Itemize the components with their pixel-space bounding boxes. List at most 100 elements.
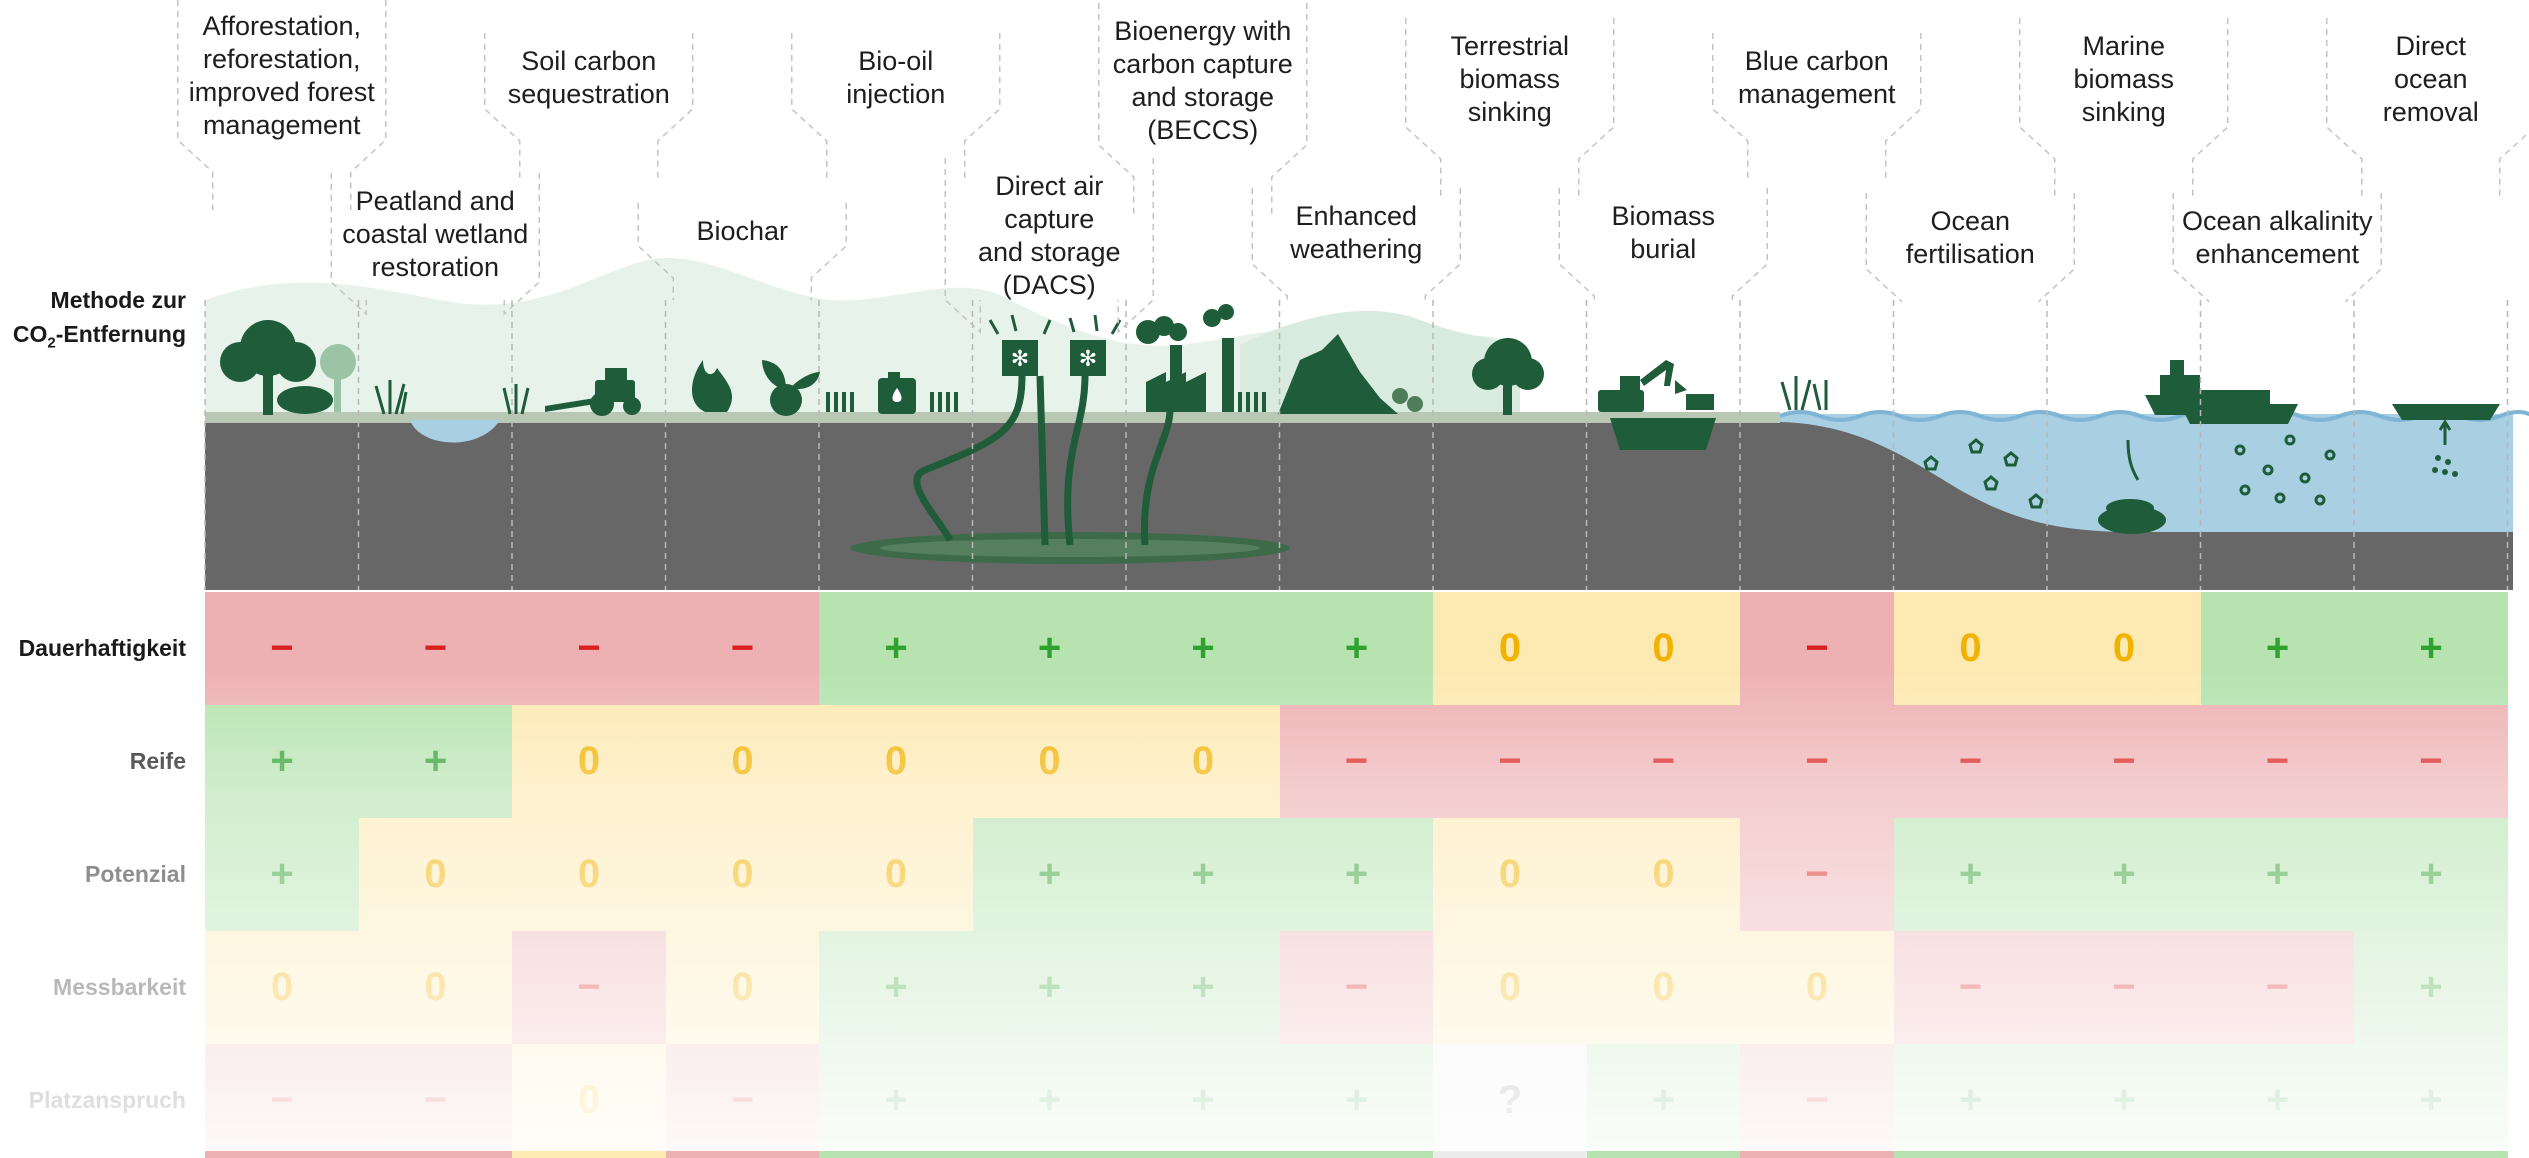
method-label: Peatland and coastal wetland restoration: [342, 186, 529, 282]
side-title-subscript: 2: [47, 334, 56, 352]
rating-cell: −: [2354, 705, 2509, 819]
rating-cell: 0: [665, 705, 820, 819]
rating-cell: −: [205, 592, 360, 706]
label-callout: [2172, 193, 2382, 303]
excavator-icon: [1598, 360, 1687, 412]
label-callout: [1405, 18, 1615, 197]
rating-cell: −: [512, 592, 667, 706]
grass-strip: [205, 412, 1780, 423]
rating-cell: 0: [665, 818, 820, 932]
rating-cell: −: [665, 1044, 820, 1158]
rating-cell: −: [1893, 705, 2048, 819]
method-label: Marine biomass sinking: [2073, 31, 2175, 127]
criterion-label: Messbarkeit: [53, 973, 186, 1000]
alkalinity-particles: [2234, 434, 2336, 506]
rating-cell: −: [1893, 931, 2048, 1045]
particles-icon: [1923, 438, 2044, 509]
rating-cell: +: [1126, 592, 1281, 706]
dac-fan-icon: ✻ ✻: [988, 314, 1122, 376]
rating-cell: −: [1279, 705, 1434, 819]
label-callout: [2019, 18, 2229, 197]
rating-cell: 0: [1433, 818, 1588, 932]
rock-icon: [1278, 334, 1423, 414]
rating-cell: +: [1279, 818, 1434, 932]
rating-cell: −: [2200, 705, 2355, 819]
rating-cell: −: [2200, 931, 2355, 1045]
rating-cell: 0: [2047, 592, 2202, 706]
rating-cell: +: [1126, 1044, 1281, 1158]
seedling-icon: [762, 360, 820, 416]
rating-cell: 0: [1433, 931, 1588, 1045]
dac-pipe-1: [1036, 375, 1049, 546]
tree-icon: [320, 344, 356, 412]
rating-cell: 0: [1433, 592, 1588, 706]
rating-cell: +: [2047, 1044, 2202, 1158]
rating-cell: −: [1740, 592, 1895, 706]
rating-cell: +: [819, 1044, 974, 1158]
tree-icon: [1472, 338, 1544, 415]
method-label: Blue carbon management: [1737, 46, 1896, 109]
rating-cell: −: [358, 1044, 513, 1158]
rating-cell: +: [819, 931, 974, 1045]
rating-cell: +: [1893, 818, 2048, 932]
rating-cell: 0: [819, 705, 974, 819]
label-callout: [330, 173, 540, 316]
rating-cell: +: [1126, 931, 1281, 1045]
label-callout: [1865, 193, 2075, 303]
dac-pipe-2: [1064, 375, 1089, 546]
method-label: Direct ocean removal: [2382, 31, 2479, 127]
wetland-icon: [374, 376, 1828, 415]
rating-cell: +: [2354, 592, 2509, 706]
method-label: Terrestrial biomass sinking: [1450, 31, 1570, 127]
criterion-label: Potenzial: [85, 860, 186, 887]
criterion-label: Dauerhaftigkeit: [18, 634, 186, 661]
rating-cell: −: [1279, 931, 1434, 1045]
rating-cell: −: [1740, 1044, 1895, 1158]
rating-cell: +: [2200, 592, 2355, 706]
sinking-biomass-icon: [2098, 439, 2166, 534]
method-label: Biomass burial: [1611, 201, 1716, 264]
rating-cell: 0: [512, 1044, 667, 1158]
method-label: Ocean fertilisation: [1905, 206, 2035, 269]
burial-container: [1610, 394, 1716, 450]
svg-text:✻: ✻: [1011, 347, 1029, 372]
rating-cell: −: [512, 931, 667, 1045]
rating-cell: +: [972, 592, 1127, 706]
rating-cell: +: [205, 705, 360, 819]
dac-pipe-left: [913, 375, 1026, 542]
rating-cell: −: [358, 592, 513, 706]
label-callout: [1558, 188, 1768, 300]
container-ship-icon: [2180, 390, 2298, 424]
rating-cell: 0: [1586, 818, 1741, 932]
label-callout: [1251, 188, 1461, 300]
factory-icon: [1136, 304, 1234, 412]
landscape-illustration: ✻ ✻: [177, 0, 2529, 590]
rating-cell: +: [1279, 592, 1434, 706]
label-callout: [2326, 18, 2529, 197]
rating-cell: 0: [205, 931, 360, 1045]
rating-cell: −: [2047, 705, 2202, 819]
rating-cell: −: [1740, 818, 1895, 932]
label-callout: [791, 33, 1001, 179]
rating-cell: −: [1740, 705, 1895, 819]
rating-cell: 0: [1586, 931, 1741, 1045]
method-label: Enhanced weathering: [1290, 201, 1423, 264]
side-title-line1: Methode zur: [50, 287, 186, 313]
rating-cell: +: [1586, 1044, 1741, 1158]
tree-icon: [220, 320, 333, 415]
method-label: Bioenergy with carbon capture and storag…: [1112, 16, 1293, 145]
side-title: Methode zur CO2-Entfernung: [0, 283, 186, 361]
rating-cell: −: [2047, 931, 2202, 1045]
rating-cell: +: [358, 705, 513, 819]
method-label: Afforestation, reforestation, improved f…: [188, 11, 375, 140]
label-callout: [944, 158, 1154, 334]
rating-cell: +: [205, 818, 360, 932]
rating-cell: 0: [665, 931, 820, 1045]
crop-rows: [826, 392, 1266, 412]
side-title-rest: -Entfernung: [55, 321, 186, 347]
rating-cell: +: [972, 931, 1127, 1045]
method-label: Bio-oil injection: [846, 46, 946, 109]
geological-storage-inner: [880, 539, 1260, 557]
rating-cell: +: [2354, 1044, 2509, 1158]
